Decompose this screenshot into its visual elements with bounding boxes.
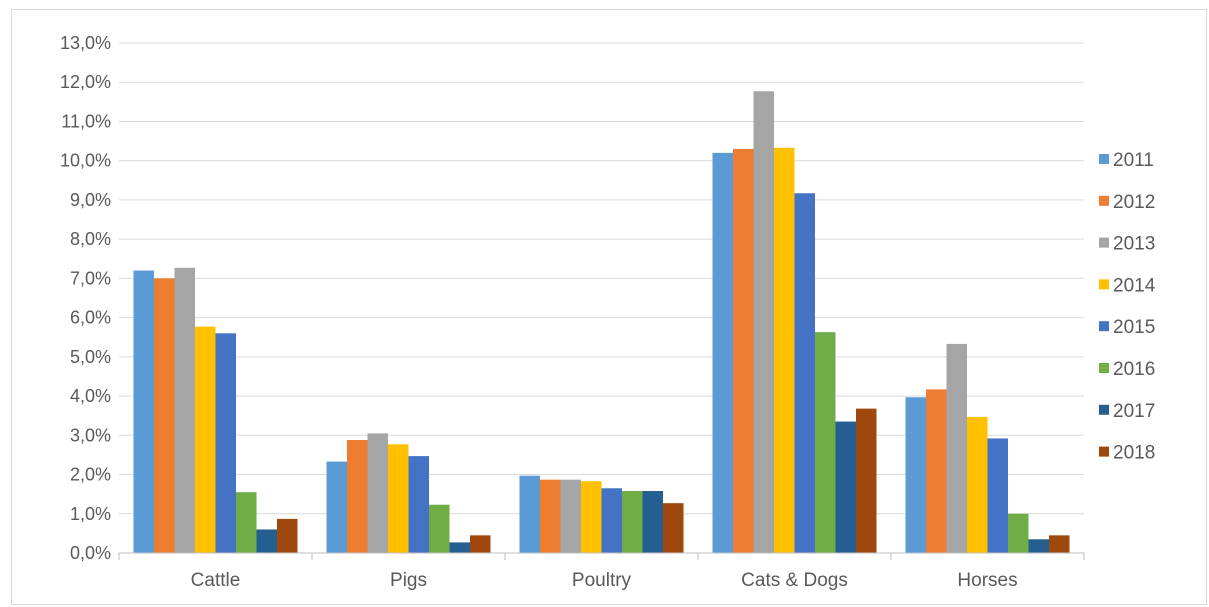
bar-2017-horses (1028, 539, 1049, 553)
x-category-label: Poultry (572, 570, 632, 591)
y-tick-label: 8,0% (70, 229, 111, 249)
y-tick-label: 2,0% (70, 465, 111, 485)
bar-2013-pigs (367, 433, 388, 553)
bar-2012-cattle (154, 278, 175, 553)
bar-2012-poultry (540, 479, 561, 553)
legend-entry: 2012 (1099, 192, 1155, 213)
bar-chart: 0,0% 1,0% 2,0% 3,0% 4,0% 5,0% 6,0% 7,0% 8,0% 9,0%… (60, 33, 1156, 591)
bars (133, 91, 1070, 553)
y-tick-label: 0,0% (70, 543, 111, 563)
legend-swatch (1099, 195, 1109, 206)
y-tick-label: 10,0% (60, 151, 111, 171)
bar-2012-cats-dogs (733, 148, 754, 553)
legend-label: 2011 (1113, 150, 1154, 171)
legend-label: 2013 (1113, 234, 1155, 255)
legend-entry: 2018 (1099, 443, 1155, 464)
bar-2017-cattle (256, 529, 277, 553)
y-tick-label: 5,0% (70, 347, 111, 367)
legend-swatch (1099, 363, 1109, 373)
bar-2016-horses (1008, 513, 1029, 553)
y-tick-label: 6,0% (70, 308, 111, 328)
legend-entry: 2014 (1099, 275, 1156, 296)
bar-2012-horses (926, 389, 947, 553)
bar-2016-cats-dogs (815, 332, 836, 553)
y-tick-label: 1,0% (70, 504, 111, 524)
legend-swatch (1099, 279, 1109, 290)
bar-2018-cats-dogs (856, 408, 877, 553)
bar-2011-poultry (519, 475, 540, 553)
bar-2013-cattle (174, 267, 195, 553)
chart-frame: 0,0% 1,0% 2,0% 3,0% 4,0% 5,0% 6,0% 7,0% 8,0% 9,0%… (11, 9, 1207, 605)
legend-swatch (1099, 321, 1109, 332)
bar-2012-pigs (347, 440, 368, 553)
legend-swatch (1099, 404, 1109, 415)
bar-2013-horses (946, 343, 967, 553)
legend-entry: 2016 (1099, 359, 1155, 380)
bar-2018-poultry (663, 503, 684, 553)
bar-2015-poultry (601, 488, 622, 553)
legend-swatch (1099, 154, 1109, 164)
y-axis-tick-labels: 0,0% 1,0% 2,0% 3,0% 4,0% 5,0% 6,0% 7,0% 8,0% 9,0%… (60, 33, 111, 563)
legend: 2011 2012 2013 2014 2015 2016 2017 2018 (1099, 150, 1156, 464)
x-axis-category-labels: Cattle Pigs Poultry Cats & Dogs Horses (191, 570, 1018, 591)
legend-label: 2014 (1113, 275, 1156, 296)
legend-entry: 2013 (1099, 234, 1155, 255)
legend-label: 2017 (1113, 401, 1155, 422)
x-axis (118, 552, 1085, 560)
bar-2014-cattle (195, 326, 216, 553)
bar-2014-cats-dogs (774, 147, 795, 553)
bar-2014-pigs (388, 444, 409, 553)
bar-2011-cattle (133, 270, 154, 553)
legend-label: 2018 (1113, 443, 1155, 464)
y-tick-label: 3,0% (70, 425, 111, 445)
y-tick-label: 13,0% (60, 33, 111, 53)
x-category-label: Cats & Dogs (741, 570, 848, 591)
bar-2016-cattle (236, 492, 257, 553)
legend-swatch (1099, 446, 1109, 457)
bar-2015-pigs (408, 456, 429, 553)
gridlines (119, 42, 1084, 515)
bar-2015-horses (987, 438, 1008, 553)
y-tick-label: 7,0% (70, 268, 111, 288)
y-tick-label: 4,0% (70, 386, 111, 406)
x-category-label: Cattle (191, 570, 241, 591)
y-tick-label: 11,0% (61, 111, 111, 131)
bar-2017-poultry (642, 491, 663, 553)
bar-2018-pigs (470, 535, 491, 553)
x-category-label: Horses (957, 570, 1017, 591)
bar-2018-horses (1049, 535, 1070, 553)
bar-2017-cats-dogs (835, 421, 856, 553)
bar-2018-cattle (277, 518, 298, 553)
bar-2011-horses (905, 397, 926, 553)
bar-2013-cats-dogs (753, 91, 774, 553)
bar-2014-poultry (581, 481, 602, 553)
legend-label: 2012 (1113, 192, 1155, 213)
legend-swatch (1099, 237, 1109, 248)
bar-2011-cats-dogs (712, 152, 733, 553)
bar-2016-poultry (622, 491, 643, 553)
legend-entry: 2017 (1099, 401, 1155, 422)
bar-2014-horses (967, 416, 988, 553)
bar-2013-poultry (560, 479, 581, 553)
bar-2015-cattle (215, 333, 236, 553)
legend-label: 2015 (1113, 317, 1155, 338)
y-tick-label: 9,0% (70, 190, 111, 210)
x-category-label: Pigs (390, 570, 427, 591)
legend-label: 2016 (1113, 359, 1155, 380)
bar-2017-pigs (449, 542, 470, 553)
bar-2016-pigs (429, 504, 450, 553)
bar-2011-pigs (326, 461, 347, 553)
bar-2015-cats-dogs (794, 193, 815, 553)
y-tick-label: 12,0% (60, 72, 111, 92)
legend-entry: 2015 (1099, 317, 1155, 338)
legend-entry: 2011 (1099, 150, 1154, 171)
